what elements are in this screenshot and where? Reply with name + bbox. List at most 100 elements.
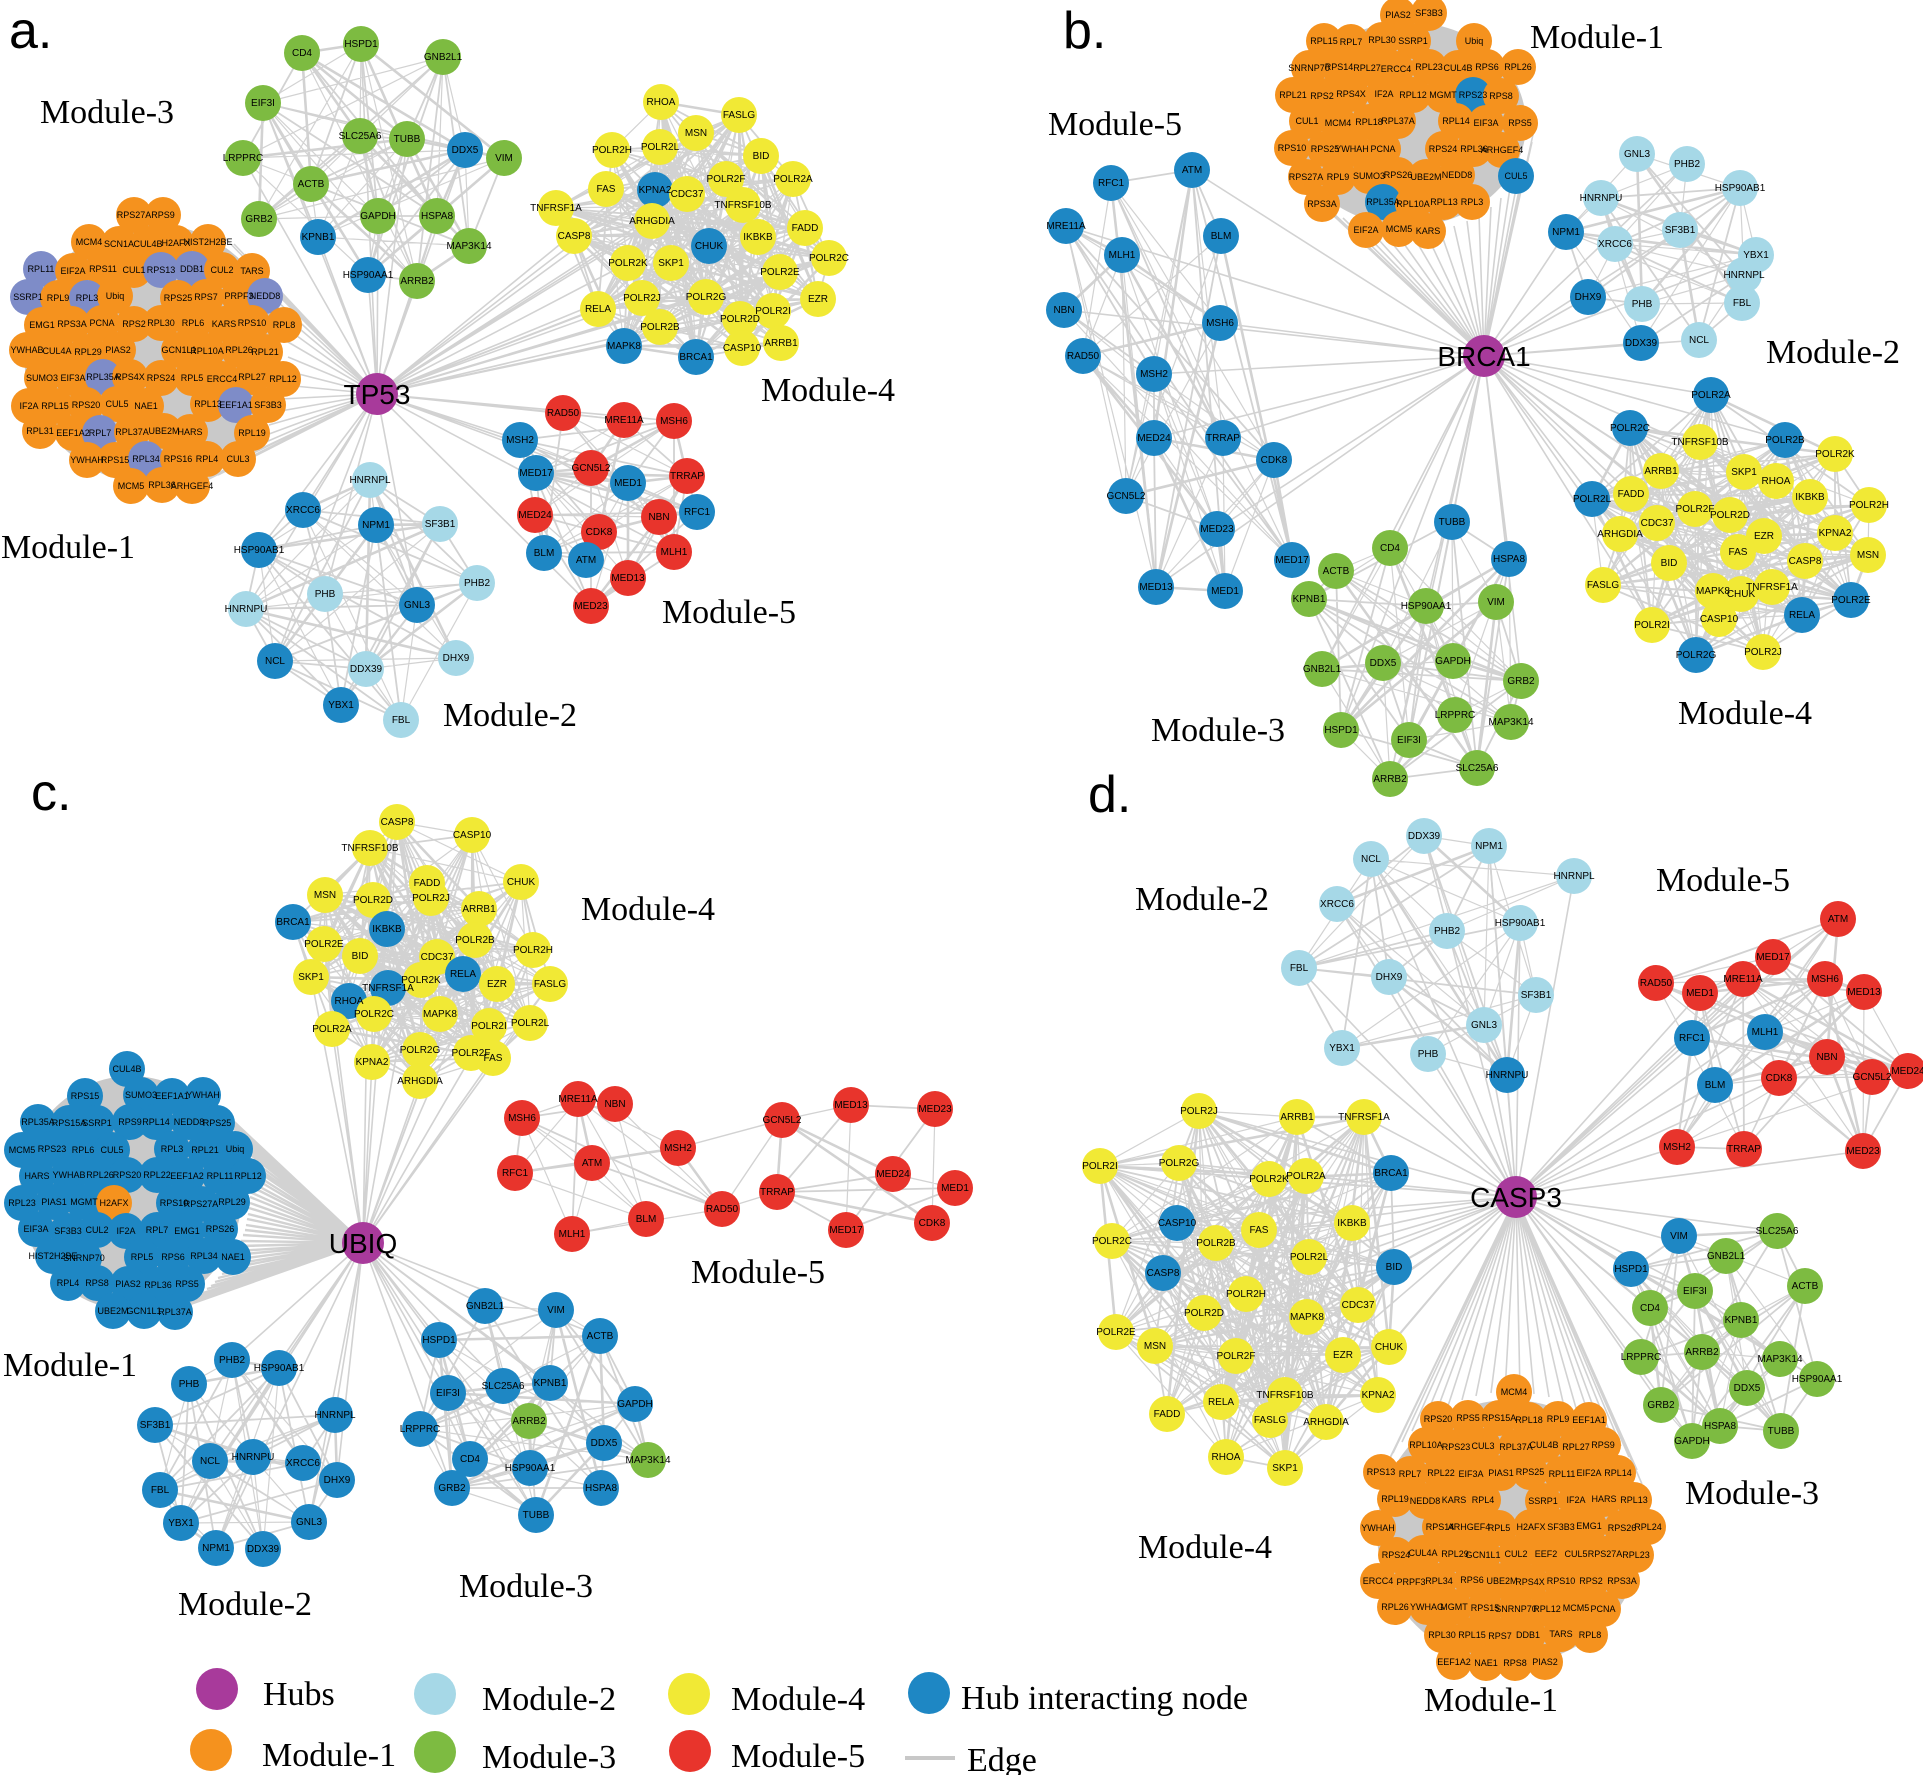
svg-text:ERCC4: ERCC4 xyxy=(1381,64,1412,74)
svg-text:RPL19: RPL19 xyxy=(1381,1494,1409,1504)
svg-text:GRB2: GRB2 xyxy=(1647,1400,1675,1411)
svg-text:MSH2: MSH2 xyxy=(664,1143,692,1154)
svg-text:RPL19: RPL19 xyxy=(238,428,266,438)
svg-text:GNL3: GNL3 xyxy=(404,600,431,611)
svg-text:GNB2L1: GNB2L1 xyxy=(1707,1251,1746,1262)
svg-text:POLR2E: POLR2E xyxy=(1831,595,1871,606)
svg-text:TUBB: TUBB xyxy=(1768,1426,1795,1437)
svg-text:MED17: MED17 xyxy=(519,468,553,479)
svg-text:MSH6: MSH6 xyxy=(1206,318,1234,329)
svg-text:TNFRSF10B: TNFRSF10B xyxy=(341,843,399,854)
svg-text:POLR2G: POLR2G xyxy=(1676,650,1717,661)
svg-text:HNRNPL: HNRNPL xyxy=(1553,871,1595,882)
svg-text:BRCA1: BRCA1 xyxy=(679,352,713,363)
svg-text:RELA: RELA xyxy=(585,304,611,315)
svg-text:CUL1: CUL1 xyxy=(122,265,145,275)
svg-text:MCM5: MCM5 xyxy=(1386,224,1413,234)
svg-text:RPS6: RPS6 xyxy=(161,1252,185,1262)
svg-text:NEDD8: NEDD8 xyxy=(250,291,281,301)
svg-text:HSPD1: HSPD1 xyxy=(344,39,378,50)
svg-text:POLR2K: POLR2K xyxy=(608,258,648,269)
svg-text:DDX5: DDX5 xyxy=(452,145,479,156)
svg-text:RPL18: RPL18 xyxy=(1355,117,1383,127)
svg-text:TNFRSF10B: TNFRSF10B xyxy=(1256,1390,1314,1401)
svg-text:EEF1A1: EEF1A1 xyxy=(219,400,253,410)
svg-text:HNRNPL: HNRNPL xyxy=(1723,270,1765,281)
svg-text:RPS4X: RPS4X xyxy=(1336,89,1366,99)
svg-text:RPS5: RPS5 xyxy=(1508,118,1532,128)
svg-text:ARRB1: ARRB1 xyxy=(462,904,496,915)
svg-text:CUL4B: CUL4B xyxy=(133,239,162,249)
svg-text:CDC37: CDC37 xyxy=(671,189,704,200)
svg-text:POLR2L: POLR2L xyxy=(1573,494,1612,505)
svg-text:Ubiq: Ubiq xyxy=(1465,36,1484,46)
svg-text:GCN5L2: GCN5L2 xyxy=(763,1115,802,1126)
svg-text:CASP10: CASP10 xyxy=(453,830,492,841)
svg-text:RPL30: RPL30 xyxy=(1428,1630,1456,1640)
svg-text:EIF2A: EIF2A xyxy=(1353,225,1378,235)
svg-text:POLR2C: POLR2C xyxy=(809,253,849,264)
svg-text:SUMO3: SUMO3 xyxy=(26,373,58,383)
svg-text:YWHAH: YWHAH xyxy=(186,1090,220,1100)
svg-text:GNL3: GNL3 xyxy=(1471,1020,1498,1031)
svg-text:ATM: ATM xyxy=(1828,914,1848,925)
svg-text:Module-3: Module-3 xyxy=(459,1568,593,1605)
svg-text:EIF3A: EIF3A xyxy=(60,373,85,383)
svg-text:TARS: TARS xyxy=(240,266,263,276)
svg-text:PHB: PHB xyxy=(1418,1049,1439,1060)
svg-text:YBX1: YBX1 xyxy=(1329,1043,1355,1054)
svg-text:MAPK8: MAPK8 xyxy=(423,1009,457,1020)
svg-text:RPS11: RPS11 xyxy=(89,264,117,274)
svg-text:ARRB1: ARRB1 xyxy=(764,338,798,349)
svg-text:KARS: KARS xyxy=(1442,1495,1467,1505)
svg-text:EIF3A: EIF3A xyxy=(1473,118,1498,128)
svg-text:CD4: CD4 xyxy=(292,48,312,59)
svg-text:MSH2: MSH2 xyxy=(1140,369,1168,380)
svg-text:POLR2F: POLR2F xyxy=(1217,1351,1256,1362)
svg-text:DDX5: DDX5 xyxy=(1370,658,1397,669)
svg-text:a.: a. xyxy=(9,2,52,60)
svg-text:RPS25: RPS25 xyxy=(164,293,193,303)
svg-text:NBN: NBN xyxy=(1053,305,1074,316)
svg-text:b.: b. xyxy=(1063,2,1106,60)
svg-text:CDK8: CDK8 xyxy=(1766,1073,1793,1084)
svg-text:ARRB2: ARRB2 xyxy=(1685,1347,1719,1358)
svg-text:RPL37A: RPL37A xyxy=(1381,116,1415,126)
svg-text:SSRP1: SSRP1 xyxy=(1528,1496,1558,1506)
svg-text:RPS3A: RPS3A xyxy=(1607,1576,1637,1586)
svg-text:DDX39: DDX39 xyxy=(1625,338,1658,349)
svg-text:LRPPRC: LRPPRC xyxy=(1435,710,1476,721)
svg-text:Module-1: Module-1 xyxy=(1424,1682,1558,1719)
svg-text:PHB2: PHB2 xyxy=(1674,159,1701,170)
svg-text:YWHAB: YWHAB xyxy=(52,1170,85,1180)
svg-text:RPL27: RPL27 xyxy=(1353,63,1381,73)
svg-text:MAP3K14: MAP3K14 xyxy=(446,241,491,252)
svg-text:RPL31: RPL31 xyxy=(26,426,54,436)
svg-text:MED13: MED13 xyxy=(1139,582,1173,593)
svg-text:EZR: EZR xyxy=(487,979,507,990)
svg-text:RPS9: RPS9 xyxy=(118,1117,142,1127)
svg-text:RPL34: RPL34 xyxy=(190,1251,218,1261)
svg-text:RPS27A: RPS27A xyxy=(117,210,152,220)
svg-text:SF3B3: SF3B3 xyxy=(254,400,282,410)
svg-text:BID: BID xyxy=(1661,558,1678,569)
svg-text:HSPD1: HSPD1 xyxy=(1614,1264,1648,1275)
svg-text:POLR2B: POLR2B xyxy=(455,935,495,946)
svg-text:RPS23: RPS23 xyxy=(1459,90,1488,100)
svg-text:CDK8: CDK8 xyxy=(1261,455,1288,466)
svg-text:MED24: MED24 xyxy=(1137,433,1171,444)
svg-text:MSH6: MSH6 xyxy=(1811,974,1839,985)
svg-text:PHB: PHB xyxy=(315,589,336,600)
svg-text:MAPK8: MAPK8 xyxy=(607,341,641,352)
svg-text:HSP90AB1: HSP90AB1 xyxy=(1495,918,1546,929)
svg-text:FBL: FBL xyxy=(392,715,411,726)
svg-text:VIM: VIM xyxy=(547,1305,565,1316)
svg-text:ARRB1: ARRB1 xyxy=(1280,1112,1314,1123)
svg-text:RPL4: RPL4 xyxy=(57,1278,80,1288)
svg-text:POLR2I: POLR2I xyxy=(1634,620,1670,631)
svg-text:RPL30: RPL30 xyxy=(1368,35,1396,45)
svg-text:RPS25: RPS25 xyxy=(1516,1467,1545,1477)
svg-text:GAPDH: GAPDH xyxy=(1435,656,1471,667)
svg-text:EEF1A1: EEF1A1 xyxy=(1572,1415,1606,1425)
svg-text:HSPD1: HSPD1 xyxy=(422,1335,456,1346)
